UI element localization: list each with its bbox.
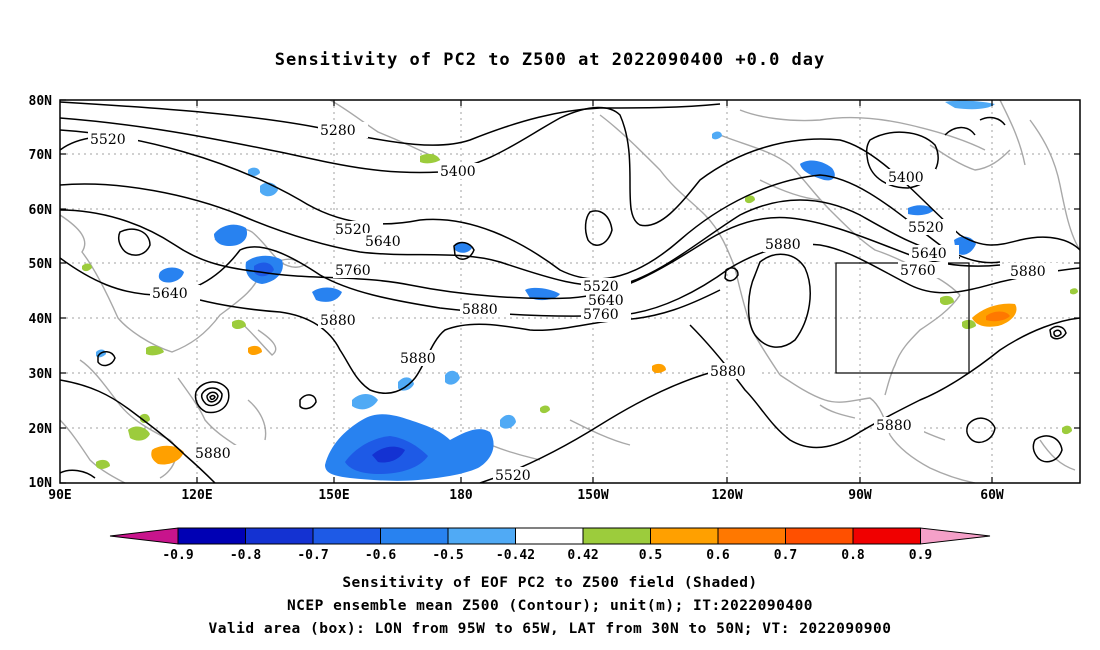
colorbar-label: -0.42 (496, 548, 535, 563)
contour-label: 5880 (1010, 264, 1046, 280)
colorbar-label: -0.6 (365, 548, 396, 563)
contour-label: 5880 (400, 351, 436, 367)
contour-label: 5520 (495, 468, 531, 484)
lat-label: 20N (29, 422, 53, 437)
contour-label: 5520 (90, 132, 126, 148)
lon-label: 150W (577, 488, 608, 503)
lon-labels: 90E 120E 150E 180 150W 120W 90W 60W (48, 488, 1004, 503)
colorbar-swatch (312, 527, 381, 545)
caption-contour: NCEP ensemble mean Z500 (Contour); unit(… (286, 598, 814, 614)
lat-label: 80N (29, 94, 53, 109)
caption-valid-area: Valid area (box): LON from 95W to 65W, L… (208, 621, 892, 637)
colorbar-swatch (245, 527, 314, 545)
lon-label: 120W (711, 488, 742, 503)
contour-label: 5880 (710, 364, 746, 380)
contour-label: 5880 (765, 237, 801, 253)
contour-label: 5280 (320, 123, 356, 139)
colorbar-swatch (650, 527, 719, 545)
map-title: Sensitivity of PC2 to Z500 at 2022090400… (274, 50, 826, 70)
colorbar-label: -0.9 (162, 548, 193, 563)
lon-label: 120E (181, 488, 212, 503)
contour-label: 5640 (911, 246, 947, 262)
colorbar-swatch (380, 527, 449, 545)
contour-label: 5400 (888, 170, 924, 186)
colorbar-arrow-high (920, 527, 991, 545)
lon-label: 90E (48, 488, 71, 503)
map-frame (59, 99, 1081, 484)
colorbar-swatch (447, 527, 516, 545)
contour-labels: 5280 5400 5520 5520 5640 5760 5640 5880 … (88, 122, 1058, 484)
contour-label: 5880 (320, 313, 356, 329)
colorbar-swatch (177, 527, 246, 545)
colorbar-label: -0.8 (230, 548, 261, 563)
colorbar-labels: -0.9 -0.8 -0.7 -0.6 -0.5 -0.42 0.42 0.5 0.6 0.7 0.… (162, 548, 932, 563)
colorbar-label: 0.6 (706, 548, 730, 563)
colorbar-label: 0.42 (567, 548, 598, 563)
colorbar-label: 0.8 (841, 548, 865, 563)
colorbar-swatch (582, 527, 651, 545)
lon-label: 150E (318, 488, 349, 503)
colorbar (109, 527, 991, 545)
colorbar-swatch (515, 527, 584, 545)
lat-label: 30N (29, 367, 53, 382)
lat-label: 10N (29, 476, 53, 491)
lat-label: 70N (29, 148, 53, 163)
lat-labels: 80N 70N 60N 50N 40N 30N 20N 10N (29, 94, 53, 491)
contour-label: 5640 (152, 286, 188, 302)
contour-label: 5640 (365, 234, 401, 250)
colorbar-swatch (785, 527, 854, 545)
sensitivity-shading (82, 100, 1078, 481)
contour-label: 5520 (335, 222, 371, 238)
colorbar-swatch (717, 527, 786, 545)
contour-label: 5760 (583, 307, 619, 323)
contour-label: 5880 (462, 302, 498, 318)
positive-shading (82, 153, 1078, 469)
lon-label: 180 (449, 488, 473, 503)
contour-label: 5760 (900, 263, 936, 279)
contour-label: 5760 (335, 263, 371, 279)
lon-label: 90W (848, 488, 872, 503)
contour-label: 5640 (588, 293, 624, 309)
contour-label: 5880 (195, 446, 231, 462)
contour-label: 5520 (908, 220, 944, 236)
colorbar-label: 0.5 (639, 548, 662, 563)
lat-label: 40N (29, 312, 53, 327)
lat-label: 50N (29, 257, 53, 272)
contour-label: 5400 (440, 164, 476, 180)
negative-shading (96, 100, 995, 481)
colorbar-swatch (852, 527, 921, 545)
contour-label: 5520 (583, 279, 619, 295)
colorbar-label: 0.9 (909, 548, 932, 563)
colorbar-label: -0.5 (432, 548, 463, 563)
axis-ticks (60, 99, 1080, 484)
caption-shading: Sensitivity of EOF PC2 to Z500 field (Sh… (342, 575, 758, 591)
lat-label: 60N (29, 203, 53, 218)
lon-label: 60W (980, 488, 1004, 503)
contour-label: 5880 (876, 418, 912, 434)
colorbar-arrow-low (109, 527, 179, 545)
colorbar-label: 0.7 (774, 548, 797, 563)
colorbar-label: -0.7 (297, 548, 328, 563)
